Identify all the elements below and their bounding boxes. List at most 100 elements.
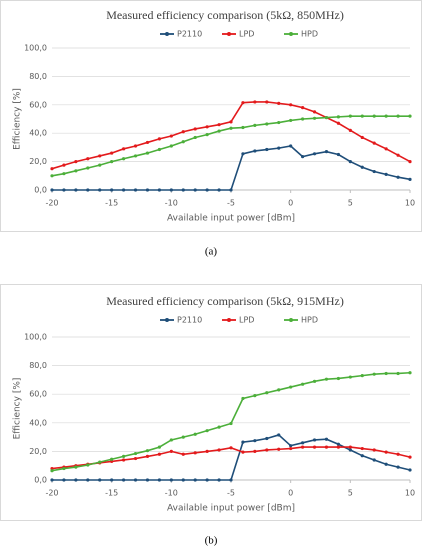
data-point [384, 450, 388, 454]
data-point [312, 445, 317, 449]
data-point [253, 449, 257, 453]
data-point [110, 457, 114, 461]
data-point [360, 114, 364, 118]
legend-label: P2110 [177, 316, 202, 325]
data-point [289, 446, 293, 451]
data-point [181, 478, 185, 482]
x-axis-label: Available input power [dBm] [167, 214, 295, 224]
legend-label: HPD [301, 316, 318, 325]
data-point [62, 188, 66, 192]
x-tick-label: -10 [165, 199, 178, 208]
legend-label: P2110 [177, 30, 202, 39]
data-point [229, 446, 233, 450]
data-point [205, 478, 209, 482]
y-tick-label: 60,0 [29, 100, 47, 109]
data-point [360, 374, 364, 378]
data-point [396, 465, 400, 469]
caption: (a) [205, 246, 218, 258]
series-line [51, 446, 411, 470]
data-point [122, 478, 126, 482]
data-point [289, 118, 293, 123]
data-point [312, 438, 317, 442]
x-tick-label: 0 [288, 489, 293, 498]
data-point [110, 151, 114, 155]
data-point [277, 146, 281, 150]
data-point [133, 478, 138, 482]
data-point [384, 114, 388, 118]
data-point [360, 446, 364, 451]
data-point [348, 448, 352, 452]
data-point [241, 152, 245, 156]
data-point [169, 478, 173, 482]
data-point [372, 448, 376, 452]
data-point [145, 188, 150, 192]
data-point [265, 436, 269, 441]
data-point [74, 465, 78, 469]
data-point [408, 468, 412, 472]
data-point [312, 152, 317, 156]
data-point [229, 120, 233, 124]
data-point [396, 371, 400, 376]
data-point [265, 448, 269, 452]
data-point [265, 100, 269, 104]
data-point [217, 188, 221, 192]
data-point [217, 129, 221, 133]
data-point [384, 172, 388, 176]
data-point [50, 174, 54, 178]
data-point [205, 125, 209, 129]
data-point [253, 149, 257, 153]
data-point [86, 166, 90, 170]
data-point [181, 140, 185, 144]
x-tick-label: -5 [227, 489, 235, 498]
x-tick-label: -20 [45, 489, 58, 498]
caption: (b) [205, 535, 218, 547]
data-point [145, 151, 150, 155]
data-point [301, 441, 305, 445]
data-point [110, 188, 114, 192]
data-point [289, 444, 293, 448]
data-point [217, 478, 221, 482]
data-point [169, 438, 173, 442]
data-point [348, 375, 352, 379]
y-axis-label: Efficiency [%] [13, 378, 23, 440]
data-point [157, 478, 161, 482]
data-point [312, 110, 317, 114]
data-point [348, 114, 352, 118]
data-point [98, 188, 102, 192]
legend-marker [165, 318, 169, 322]
data-point [193, 127, 197, 131]
data-point [98, 460, 102, 464]
data-point [372, 114, 376, 118]
x-tick-label: 10 [405, 199, 415, 208]
series-line [51, 371, 411, 472]
legend-marker [289, 318, 293, 322]
data-point [193, 478, 197, 482]
data-point [145, 449, 150, 453]
data-point [205, 449, 209, 453]
data-point [157, 445, 161, 449]
x-tick-label: 10 [405, 489, 415, 498]
data-point [348, 445, 352, 449]
data-point [62, 172, 66, 176]
data-point [205, 188, 209, 192]
data-point [169, 144, 173, 148]
data-point [74, 478, 78, 482]
data-point [50, 188, 54, 192]
data-point [74, 169, 78, 173]
data-point [396, 153, 400, 157]
data-point [217, 448, 221, 452]
legend-marker [227, 318, 231, 322]
data-point [384, 147, 388, 151]
data-point [193, 432, 197, 436]
data-point [312, 116, 317, 120]
data-point [229, 126, 233, 130]
data-point [181, 435, 185, 439]
data-point [229, 478, 233, 482]
data-point [98, 154, 102, 158]
y-tick-label: 40,0 [29, 418, 47, 427]
data-point [122, 454, 126, 459]
data-point [205, 429, 209, 433]
data-point [265, 122, 269, 126]
data-point [133, 451, 138, 456]
data-point [86, 188, 90, 192]
